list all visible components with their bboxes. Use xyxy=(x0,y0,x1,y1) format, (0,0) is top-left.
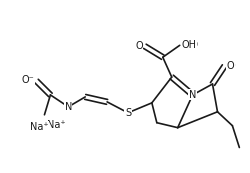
Text: S: S xyxy=(125,108,131,118)
Text: O⁻: O⁻ xyxy=(22,75,34,85)
Text: N: N xyxy=(65,102,72,112)
Text: N: N xyxy=(189,90,196,100)
Text: O: O xyxy=(228,61,235,71)
Text: O: O xyxy=(135,41,143,51)
Text: OH: OH xyxy=(182,40,197,50)
Text: O: O xyxy=(134,41,142,51)
Text: Na⁺: Na⁺ xyxy=(48,120,66,130)
Text: O⁻: O⁻ xyxy=(21,76,34,86)
Text: HO: HO xyxy=(183,40,198,50)
Text: O: O xyxy=(226,61,234,71)
Text: Na⁺: Na⁺ xyxy=(30,122,49,132)
